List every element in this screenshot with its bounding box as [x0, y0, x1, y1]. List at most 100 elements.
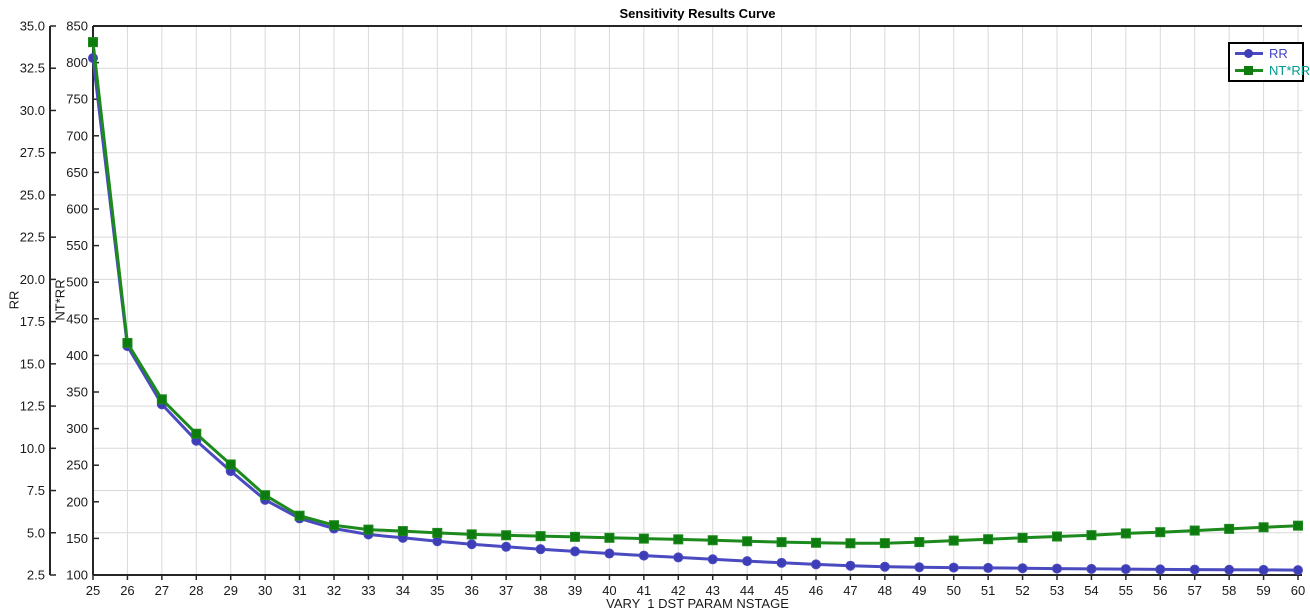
- data-point-ntrr: [501, 530, 512, 541]
- x-tick-label: 37: [499, 583, 513, 598]
- data-point-ntrr: [948, 535, 959, 546]
- data-point-ntrr: [1086, 530, 1097, 541]
- x-tick-label: 40: [602, 583, 616, 598]
- data-point-ntrr: [294, 510, 305, 521]
- rr-tick-label: 12.5: [20, 399, 45, 414]
- data-point-ntrr: [397, 526, 408, 537]
- ntrr-tick-label: 550: [66, 238, 88, 253]
- ntrr-tick-label: 250: [66, 458, 88, 473]
- x-tick-label: 55: [1119, 583, 1133, 598]
- data-point-rr: [1052, 563, 1062, 574]
- x-tick-label: 52: [1015, 583, 1029, 598]
- legend-label-rr: RR: [1269, 45, 1288, 61]
- data-point-ntrr: [811, 537, 821, 548]
- data-point-rr: [707, 554, 718, 565]
- data-point-ntrr: [1224, 523, 1235, 534]
- x-tick-label: 30: [258, 583, 272, 598]
- x-tick-label: 41: [637, 583, 651, 598]
- data-point-ntrr: [604, 532, 615, 543]
- data-point-ntrr: [914, 537, 925, 548]
- data-point-rr: [535, 544, 546, 555]
- x-tick-label: 44: [740, 583, 754, 598]
- x-tick-label: 48: [878, 583, 892, 598]
- data-point-rr: [1017, 563, 1028, 574]
- ntrr-tick-label: 600: [66, 202, 88, 217]
- data-point-rr: [501, 541, 512, 552]
- rr-tick-label: 5.0: [27, 525, 45, 540]
- data-point-ntrr: [466, 529, 477, 540]
- data-point-ntrr: [673, 534, 684, 545]
- ntrr-tick-label: 300: [66, 421, 88, 436]
- rr-tick-label: 7.5: [27, 483, 45, 498]
- x-tick-label: 45: [774, 583, 788, 598]
- x-tick-label: 51: [981, 583, 995, 598]
- data-point-ntrr: [1258, 522, 1269, 533]
- legend-item-ntrr[interactable]: NT*RR: [1235, 62, 1310, 79]
- data-point-ntrr: [1189, 525, 1200, 536]
- data-point-rr: [1155, 564, 1166, 575]
- x-tick-label: 31: [292, 583, 306, 598]
- ntrr-tick-label: 100: [66, 568, 88, 583]
- rr-tick-label: 22.5: [20, 230, 45, 245]
- x-tick-label: 43: [705, 583, 719, 598]
- data-point-ntrr: [1155, 527, 1166, 538]
- data-point-ntrr: [1293, 520, 1303, 531]
- x-tick-label: 42: [671, 583, 685, 598]
- data-point-rr: [1258, 564, 1269, 575]
- data-point-rr: [811, 559, 821, 570]
- data-point-ntrr: [1120, 528, 1131, 539]
- legend-item-rr[interactable]: RR: [1235, 45, 1302, 62]
- data-point-ntrr: [845, 538, 856, 549]
- x-tick-label: 58: [1222, 583, 1236, 598]
- data-point-ntrr: [776, 537, 787, 548]
- data-point-ntrr: [707, 535, 718, 546]
- data-point-ntrr: [1017, 532, 1028, 543]
- rr-tick-label: 27.5: [20, 145, 45, 160]
- ntrr-tick-label: 400: [66, 348, 88, 363]
- x-tick-label: 54: [1084, 583, 1098, 598]
- data-point-ntrr: [742, 536, 753, 547]
- ntrr-tick-label: 650: [66, 165, 88, 180]
- data-point-ntrr: [88, 37, 98, 48]
- x-tick-label: 49: [912, 583, 926, 598]
- ntrr-tick-label: 500: [66, 275, 88, 290]
- data-point-ntrr: [329, 520, 339, 531]
- data-point-rr: [1224, 564, 1235, 575]
- data-point-ntrr: [638, 533, 649, 544]
- legend-label-ntrr: NT*RR: [1269, 63, 1310, 79]
- data-point-rr: [604, 548, 615, 559]
- data-point-rr: [1120, 564, 1131, 575]
- data-point-rr: [570, 546, 580, 557]
- ntrr-tick-label: 200: [66, 494, 88, 509]
- x-tick-label: 53: [1050, 583, 1064, 598]
- rr-tick-label: 2.5: [27, 568, 45, 583]
- data-point-ntrr: [535, 531, 546, 542]
- data-point-ntrr: [363, 524, 374, 535]
- x-tick-label: 59: [1256, 583, 1270, 598]
- data-point-rr: [983, 562, 994, 573]
- rr-tick-label: 35.0: [20, 19, 45, 34]
- data-point-rr: [673, 552, 684, 563]
- x-tick-label: 32: [327, 583, 341, 598]
- x-tick-label: 35: [430, 583, 444, 598]
- data-point-rr: [466, 539, 477, 550]
- x-tick-label: 25: [86, 583, 100, 598]
- data-point-ntrr: [432, 527, 443, 538]
- series-line-ntrr: [91, 41, 1299, 545]
- x-tick-label: 38: [533, 583, 547, 598]
- data-point-rr: [776, 557, 787, 568]
- rr-tick-label: 25.0: [20, 187, 45, 202]
- ntrr-line-marker-icon: [1235, 65, 1263, 76]
- data-point-rr: [432, 536, 443, 547]
- rr-tick-label: 17.5: [20, 314, 45, 329]
- x-tick-label: 29: [223, 583, 237, 598]
- x-tick-label: 56: [1153, 583, 1167, 598]
- data-point-rr: [742, 556, 753, 567]
- data-point-ntrr: [156, 394, 167, 405]
- data-point-ntrr: [191, 428, 202, 439]
- series-line-rr: [91, 57, 1299, 572]
- data-point-rr: [879, 561, 890, 572]
- data-point-rr: [1086, 563, 1097, 574]
- x-tick-label: 47: [843, 583, 857, 598]
